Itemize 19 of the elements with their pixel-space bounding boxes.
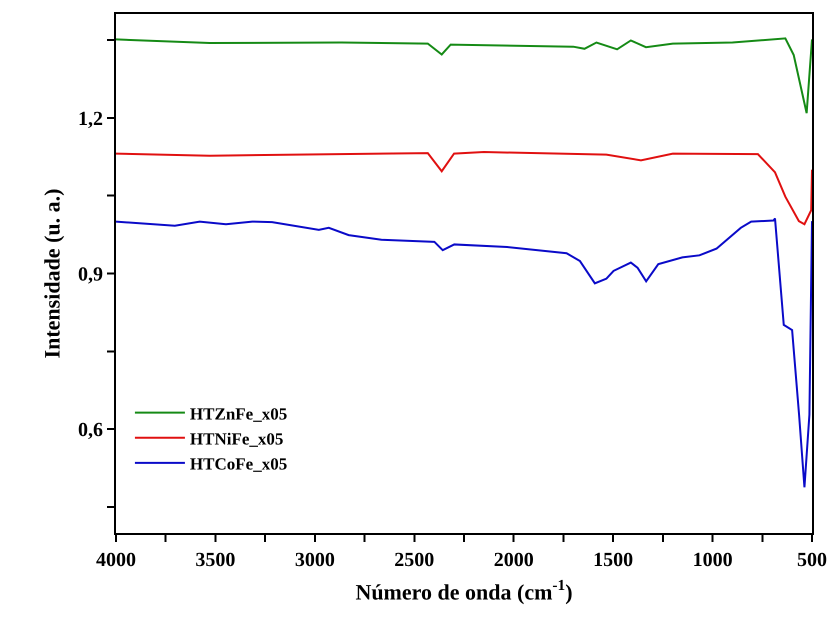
legend-label: HTZnFe_x05	[190, 404, 288, 424]
x-tick-label: 3000	[294, 549, 335, 571]
y-tick-label: 0,9	[78, 264, 103, 286]
line-series	[116, 217, 812, 488]
line-series	[116, 151, 812, 226]
line-series	[116, 37, 812, 114]
x-tick-label: 2500	[394, 549, 434, 571]
x-tick-label: 1500	[593, 549, 634, 571]
legend-label: HTNiFe_x05	[190, 429, 284, 448]
legend-label: HTCoFe_x05	[190, 454, 288, 474]
y-axis-title: Intensidade (u. a.)	[39, 188, 64, 358]
x-tick-label: 4000	[96, 549, 136, 571]
x-tick-label: 1000	[692, 549, 733, 571]
y-tick-label: 1,2	[78, 108, 103, 130]
y-tick-label: 0,6	[78, 419, 103, 442]
x-axis-title: Número de onda (cm$^{-1}$)	[355, 577, 573, 604]
x-tick-label: 2000	[494, 549, 534, 571]
x-tick-label: 500	[797, 549, 827, 571]
x-tick-label: 3500	[195, 549, 236, 571]
